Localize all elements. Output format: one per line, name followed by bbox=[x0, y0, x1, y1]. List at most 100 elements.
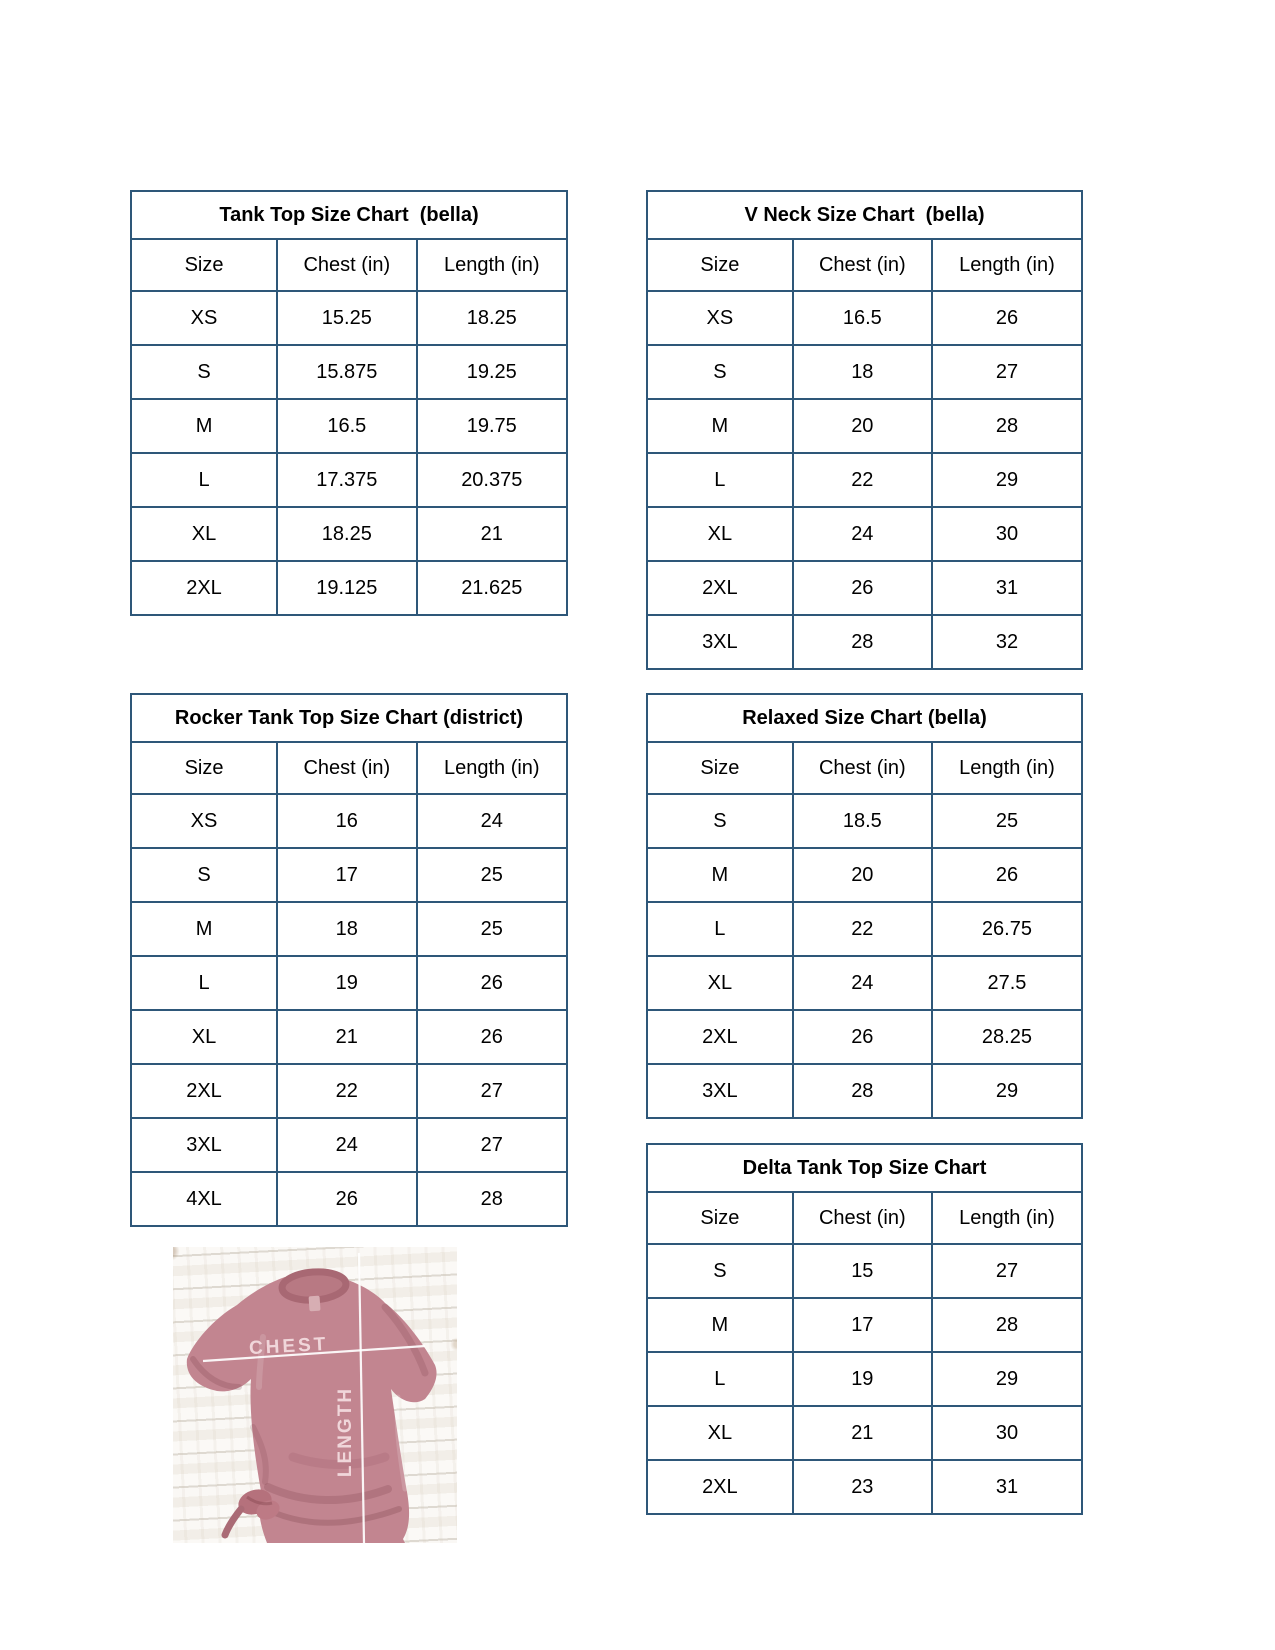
size-cell: S bbox=[646, 1243, 794, 1299]
size-cell: XL bbox=[646, 1405, 794, 1461]
size-table-relaxed: Relaxed Size Chart (bella) Size Chest (in)… bbox=[646, 693, 1084, 1119]
length-cell: 27.5 bbox=[930, 955, 1084, 1011]
table-row: M 18 25 bbox=[129, 901, 569, 957]
length-cell: 27 bbox=[415, 1063, 569, 1119]
chest-cell: 19 bbox=[791, 1351, 933, 1407]
length-cell: 19.25 bbox=[415, 344, 569, 400]
column-header: Length (in) bbox=[930, 1191, 1084, 1245]
chest-cell: 22 bbox=[791, 452, 933, 508]
column-header: Length (in) bbox=[415, 238, 569, 292]
column-header: Length (in) bbox=[415, 741, 569, 795]
tshirt-wrinkles bbox=[190, 1303, 429, 1526]
chest-cell: 26 bbox=[791, 560, 933, 616]
table-row: XS 16 24 bbox=[129, 793, 569, 849]
table-row: XS 16.5 26 bbox=[646, 290, 1084, 346]
size-cell: M bbox=[129, 901, 279, 957]
length-cell: 30 bbox=[930, 1405, 1084, 1461]
length-cell: 27 bbox=[930, 1243, 1084, 1299]
length-cell: 28 bbox=[930, 1297, 1084, 1353]
length-cell: 29 bbox=[930, 1063, 1084, 1119]
tshirt-neck-tag bbox=[308, 1295, 321, 1312]
size-guide-photo: CHEST LENGTH bbox=[173, 1247, 457, 1543]
length-cell: 29 bbox=[930, 1351, 1084, 1407]
table-title-row: V Neck Size Chart (bella) bbox=[646, 190, 1083, 240]
table-row: 2XL 26 28.25 bbox=[646, 1009, 1084, 1065]
chest-cell: 18 bbox=[276, 901, 418, 957]
length-cell: 31 bbox=[930, 560, 1084, 616]
table-row: 2XL 23 31 bbox=[646, 1459, 1084, 1515]
length-cell: 27 bbox=[415, 1117, 569, 1173]
table-row: M 17 28 bbox=[646, 1297, 1084, 1353]
length-cell: 19.75 bbox=[415, 398, 569, 454]
column-header: Size bbox=[646, 1191, 794, 1245]
column-header: Length (in) bbox=[930, 741, 1084, 795]
size-cell: 3XL bbox=[129, 1117, 279, 1173]
length-cell: 21.625 bbox=[415, 560, 569, 616]
size-cell: XL bbox=[646, 506, 794, 562]
table-title: Tank Top Size Chart (bella) bbox=[130, 190, 568, 240]
column-header: Size bbox=[129, 741, 279, 795]
size-cell: XS bbox=[129, 793, 279, 849]
table-row: 2XL 19.125 21.625 bbox=[129, 560, 569, 616]
table-header-row: Size Chest (in) Length (in) bbox=[646, 741, 1084, 795]
table-header-row: Size Chest (in) Length (in) bbox=[646, 238, 1084, 292]
table-title: Relaxed Size Chart (bella) bbox=[646, 693, 1083, 743]
table-header-row: Size Chest (in) Length (in) bbox=[646, 1191, 1084, 1245]
length-cell: 30 bbox=[930, 506, 1084, 562]
table-title-row: Relaxed Size Chart (bella) bbox=[646, 693, 1083, 743]
photo-length-label: LENGTH bbox=[335, 1387, 356, 1477]
size-cell: XL bbox=[646, 955, 794, 1011]
size-table-delta-tank-top: Delta Tank Top Size Chart Size Chest (in) L… bbox=[646, 1143, 1084, 1515]
table-row: L 22 29 bbox=[646, 452, 1084, 508]
chest-measure-line bbox=[202, 1344, 426, 1363]
size-cell: 2XL bbox=[129, 1063, 279, 1119]
chest-cell: 28 bbox=[791, 1063, 933, 1119]
table-row: XS 15.25 18.25 bbox=[129, 290, 569, 346]
chest-cell: 16.5 bbox=[276, 398, 418, 454]
chest-cell: 17 bbox=[791, 1297, 933, 1353]
table-title-row: Tank Top Size Chart (bella) bbox=[130, 190, 568, 240]
chest-cell: 23 bbox=[791, 1459, 933, 1515]
size-table-rocker-tank-top: Rocker Tank Top Size Chart (district) Siz… bbox=[129, 693, 569, 1227]
size-cell: XL bbox=[129, 506, 279, 562]
table-header-row: Size Chest (in) Length (in) bbox=[129, 238, 569, 292]
column-header: Chest (in) bbox=[791, 1191, 933, 1245]
table-row: XL 21 26 bbox=[129, 1009, 569, 1065]
table-row: 2XL 26 31 bbox=[646, 560, 1084, 616]
size-cell: 4XL bbox=[129, 1171, 279, 1227]
chest-cell: 20 bbox=[791, 398, 933, 454]
chest-cell: 26 bbox=[276, 1171, 418, 1227]
length-cell: 25 bbox=[415, 901, 569, 957]
size-cell: M bbox=[646, 398, 794, 454]
chest-cell: 24 bbox=[791, 955, 933, 1011]
table-row: XL 21 30 bbox=[646, 1405, 1084, 1461]
length-cell: 25 bbox=[415, 847, 569, 903]
size-cell: 2XL bbox=[646, 1459, 794, 1515]
length-cell: 28 bbox=[930, 398, 1084, 454]
chest-cell: 18 bbox=[791, 344, 933, 400]
length-cell: 24 bbox=[415, 793, 569, 849]
size-cell: 2XL bbox=[646, 560, 794, 616]
chest-cell: 15.25 bbox=[276, 290, 418, 346]
table-title: Delta Tank Top Size Chart bbox=[646, 1143, 1083, 1193]
photo-chest-label: CHEST bbox=[249, 1334, 329, 1359]
table-row: S 15 27 bbox=[646, 1243, 1084, 1299]
chest-cell: 24 bbox=[276, 1117, 418, 1173]
chest-cell: 22 bbox=[791, 901, 933, 957]
size-cell: L bbox=[129, 452, 279, 508]
chest-cell: 21 bbox=[791, 1405, 933, 1461]
chest-cell: 15 bbox=[791, 1243, 933, 1299]
length-cell: 32 bbox=[930, 614, 1084, 670]
table-row: XL 24 30 bbox=[646, 506, 1084, 562]
chest-cell: 17 bbox=[276, 847, 418, 903]
table-title: Rocker Tank Top Size Chart (district) bbox=[130, 693, 568, 743]
size-cell: XS bbox=[129, 290, 279, 346]
size-cell: 3XL bbox=[646, 614, 794, 670]
length-cell: 26 bbox=[415, 955, 569, 1011]
chest-cell: 18.25 bbox=[276, 506, 418, 562]
column-header: Chest (in) bbox=[791, 238, 933, 292]
tshirt-body bbox=[186, 1277, 437, 1543]
table-row: M 16.5 19.75 bbox=[129, 398, 569, 454]
size-table-v-neck: V Neck Size Chart (bella) Size Chest (in) L… bbox=[646, 190, 1084, 670]
